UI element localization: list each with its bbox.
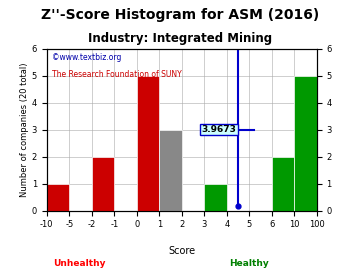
Bar [159, 130, 182, 211]
Text: Unhealthy: Unhealthy [53, 259, 105, 268]
Bar [92, 157, 114, 211]
Y-axis label: Number of companies (20 total): Number of companies (20 total) [20, 62, 29, 197]
Text: Industry: Integrated Mining: Industry: Integrated Mining [88, 32, 272, 45]
Bar [294, 76, 317, 211]
Text: Score: Score [168, 246, 195, 256]
Bar [272, 157, 294, 211]
Bar [204, 184, 227, 211]
Bar [137, 76, 159, 211]
Text: 3.9673: 3.9673 [201, 125, 236, 134]
Text: ©www.textbiz.org: ©www.textbiz.org [52, 53, 122, 62]
Text: Z''-Score Histogram for ASM (2016): Z''-Score Histogram for ASM (2016) [41, 8, 319, 22]
Bar [47, 184, 69, 211]
Text: Healthy: Healthy [229, 259, 269, 268]
Text: The Research Foundation of SUNY: The Research Foundation of SUNY [52, 70, 182, 79]
